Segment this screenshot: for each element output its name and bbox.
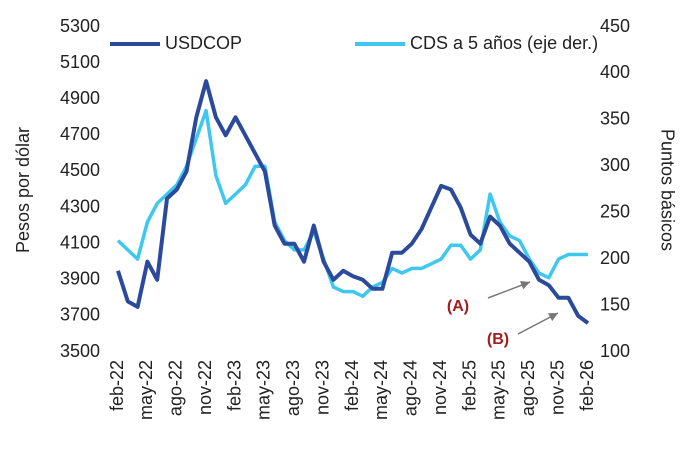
x-tick-label: may-23 [254, 360, 274, 420]
x-tick-label: nov-25 [547, 360, 567, 415]
series-line [116, 79, 590, 325]
x-tick-label: ago-23 [283, 360, 303, 416]
y2-tick-label: 200 [600, 248, 630, 268]
y-tick-label: 3700 [60, 305, 100, 325]
y-tick-label: 5300 [60, 16, 100, 36]
y2-tick-label: 150 [600, 294, 630, 314]
x-tick-label: feb-25 [459, 360, 479, 411]
x-tick-label: ago-25 [518, 360, 538, 416]
x-tick-label: nov-24 [430, 360, 450, 415]
annotation: (A) [447, 298, 469, 315]
series-line [116, 108, 588, 299]
x-tick-label: feb-22 [107, 360, 127, 411]
annotation: (B) [487, 331, 509, 348]
legend-label: USDCOP [165, 33, 242, 53]
x-tick-label: feb-26 [577, 360, 597, 411]
y-tick-label: 3500 [60, 341, 100, 361]
x-tick-label: feb-23 [224, 360, 244, 411]
y2-tick-label: 300 [600, 155, 630, 175]
y2-tick-label: 100 [600, 341, 630, 361]
x-tick-label: feb-24 [342, 360, 362, 411]
y-tick-label: 4300 [60, 196, 100, 216]
y-tick-label: 4900 [60, 88, 100, 108]
y-tick-label: 3900 [60, 269, 100, 289]
x-tick-label: ago-22 [166, 360, 186, 416]
y-tick-label: 4500 [60, 160, 100, 180]
arrow [487, 280, 531, 299]
y2-tick-label: 250 [600, 201, 630, 221]
x-tick-label: nov-23 [312, 360, 332, 415]
y2-tick-label: 400 [600, 62, 630, 82]
y2-tick-label: 350 [600, 109, 630, 129]
x-tick-label: may-24 [371, 360, 391, 420]
arrow [517, 312, 559, 335]
legend-label: CDS a 5 años (eje der.) [410, 33, 598, 53]
y-axis-label: Pesos por dólar [13, 127, 33, 253]
y-tick-label: 5100 [60, 52, 100, 72]
x-tick-label: ago-24 [401, 360, 421, 416]
y2-axis-label: Puntos básicos [657, 129, 677, 251]
y2-tick-label: 450 [600, 16, 630, 36]
x-tick-label: may-22 [136, 360, 156, 420]
y-tick-label: 4100 [60, 232, 100, 252]
x-tick-label: nov-22 [195, 360, 215, 415]
y-tick-label: 4700 [60, 124, 100, 144]
x-tick-label: may-25 [489, 360, 509, 420]
